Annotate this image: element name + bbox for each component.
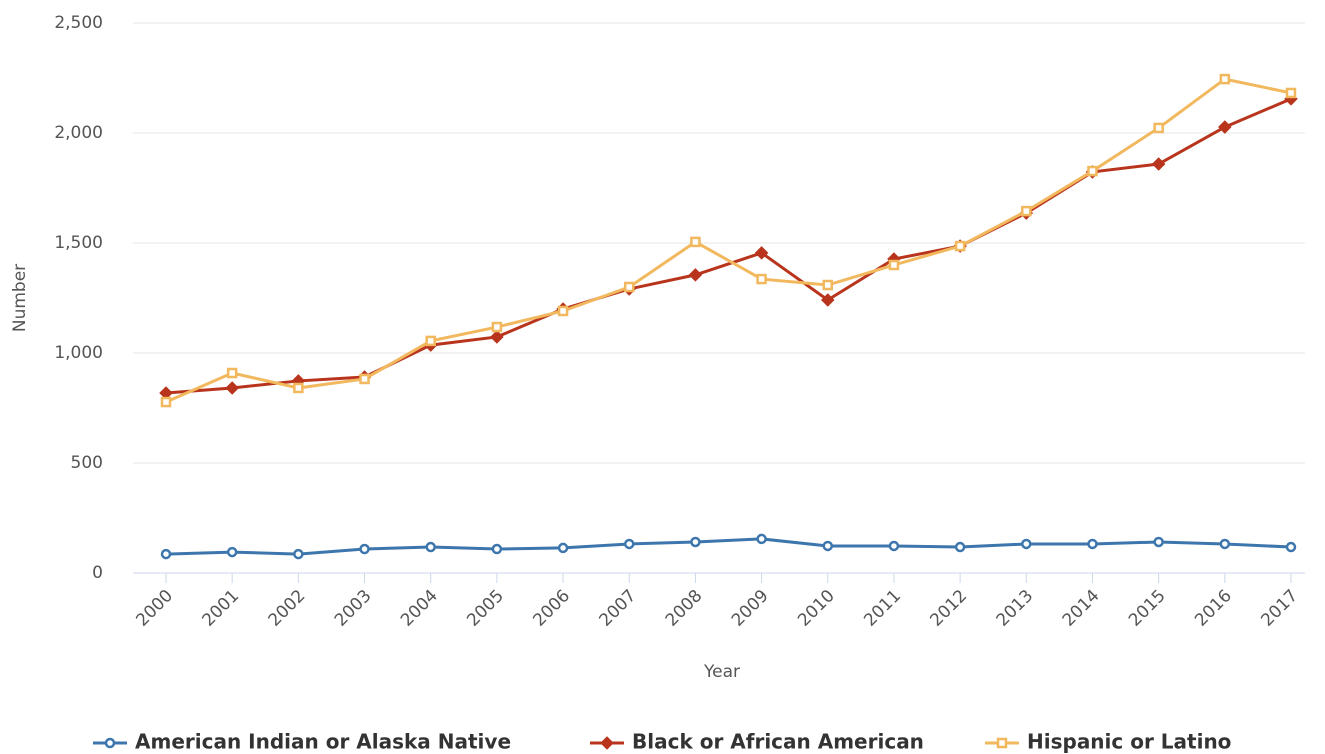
x-tick-label: 2014: [1059, 586, 1104, 631]
marker: [160, 396, 172, 408]
marker: [688, 268, 703, 282]
marker: [954, 541, 966, 553]
marker: [1285, 541, 1297, 553]
x-tick-label: 2010: [794, 586, 839, 631]
x-tick-label: 2006: [529, 586, 574, 631]
marker: [104, 737, 116, 749]
marker: [1151, 157, 1166, 171]
y-tick-label: 1,500: [54, 233, 103, 253]
marker: [690, 236, 701, 248]
marker: [1219, 538, 1231, 550]
legend-label: Hispanic or Latino: [1027, 730, 1231, 754]
marker: [491, 321, 503, 333]
series-line: [165, 97, 1292, 395]
marker: [293, 382, 304, 394]
marker: [557, 542, 569, 554]
marker: [954, 240, 966, 252]
legend-item: American Indian or Alaska Native: [93, 730, 511, 754]
series-line: [165, 77, 1292, 404]
marker: [756, 273, 767, 285]
x-tick-label: 2004: [397, 586, 442, 631]
marker: [822, 540, 834, 552]
legend-label: American Indian or Alaska Native: [135, 730, 511, 754]
marker: [225, 381, 239, 395]
legend-item: Black or African American: [590, 730, 924, 754]
marker: [293, 548, 304, 560]
x-axis-label: Year: [703, 662, 740, 682]
y-tick-label: 0: [92, 563, 103, 583]
x-tick-label: 2007: [596, 586, 641, 631]
x-tick-label: 2017: [1257, 586, 1302, 631]
marker: [1087, 538, 1098, 550]
y-tick-label: 2,500: [54, 13, 103, 33]
y-tick-label: 500: [71, 453, 103, 473]
marker: [359, 373, 370, 385]
marker: [226, 367, 238, 379]
x-tick-label: 2011: [860, 586, 905, 631]
y-axis-label: Number: [10, 264, 30, 332]
legend-item: Hispanic or Latino: [985, 730, 1231, 754]
marker: [359, 543, 370, 555]
x-tick-label: 2013: [993, 586, 1038, 631]
marker: [425, 335, 436, 347]
marker: [1021, 538, 1032, 550]
marker: [1153, 536, 1164, 548]
y-tick-label: 2,000: [54, 123, 103, 143]
marker: [159, 386, 173, 400]
marker: [820, 293, 835, 307]
x-tick-label: 2003: [331, 586, 376, 631]
marker: [1021, 205, 1032, 217]
x-tick-label: 2005: [463, 586, 508, 631]
x-tick-label: 2002: [265, 586, 310, 631]
marker: [822, 279, 834, 291]
marker: [226, 546, 238, 558]
marker: [690, 536, 701, 548]
marker: [1285, 87, 1297, 99]
x-tick-label: 2000: [132, 586, 177, 631]
x-tick-label: 2001: [199, 586, 244, 631]
legend-label: Black or African American: [632, 730, 924, 754]
marker: [1087, 165, 1098, 177]
marker: [425, 541, 436, 553]
x-tick-label: 2008: [662, 586, 707, 631]
marker: [623, 281, 635, 293]
marker: [623, 538, 635, 550]
marker: [491, 543, 503, 555]
marker: [754, 246, 769, 260]
marker: [490, 330, 504, 344]
marker: [600, 736, 614, 750]
marker: [1219, 73, 1231, 85]
x-tick-label: 2009: [728, 586, 773, 631]
x-tick-label: 2016: [1191, 586, 1236, 631]
x-tick-label: 2015: [1125, 586, 1170, 631]
marker: [1218, 120, 1232, 134]
marker: [888, 259, 900, 271]
marker: [160, 548, 172, 560]
x-tick-label: 2012: [926, 586, 971, 631]
marker: [888, 540, 900, 552]
series-line: [165, 537, 1292, 556]
marker: [1153, 122, 1164, 134]
marker: [756, 533, 767, 545]
marker: [996, 737, 1008, 749]
y-tick-label: 1,000: [54, 343, 103, 363]
marker: [557, 305, 569, 317]
